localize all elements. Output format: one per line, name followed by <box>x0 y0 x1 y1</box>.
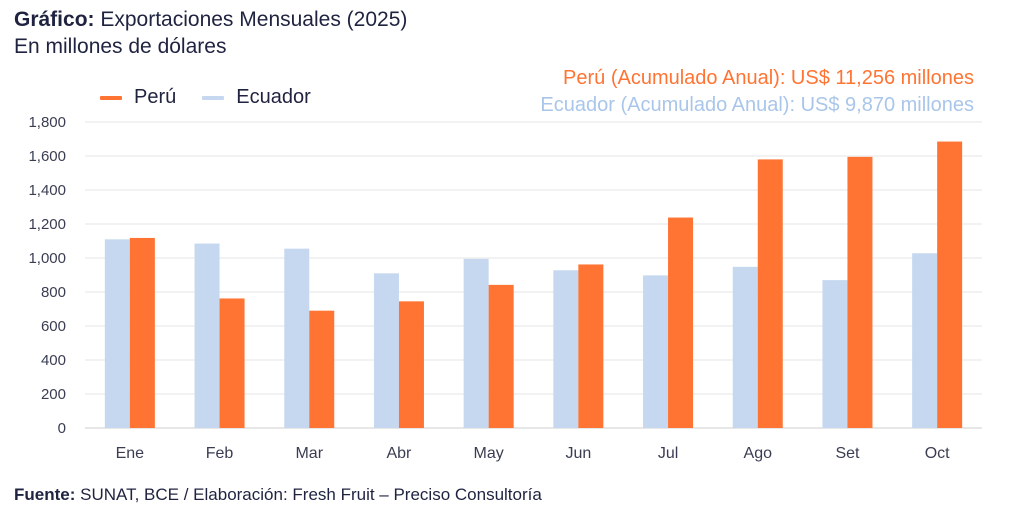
legend-swatch-peru <box>100 95 122 100</box>
ecuador-annual-total: Ecuador (Acumulado Anual): US$ 9,870 mil… <box>540 94 974 116</box>
bar-ecuador-jul <box>643 275 669 428</box>
x-tick-label: Ene <box>116 445 145 462</box>
bar-ecuador-mar <box>284 248 310 428</box>
bar-peru-feb <box>219 298 245 428</box>
x-tick-label: Set <box>835 445 860 462</box>
x-tick-label: Abr <box>386 445 412 462</box>
source-note: Fuente: SUNAT, BCE / Elaboración: Fresh … <box>14 484 542 506</box>
bar-ecuador-jun <box>553 270 579 428</box>
legend-item-peru: Perú <box>100 86 176 109</box>
y-tick-label: 800 <box>41 284 66 301</box>
y-tick-label: 1,200 <box>28 216 66 233</box>
bar-ecuador-ago <box>732 266 758 428</box>
x-tick-label: Jun <box>565 445 591 462</box>
chart-title-block: Gráfico: Exportaciones Mensuales (2025) … <box>14 6 407 60</box>
y-tick-label: 1,600 <box>28 148 66 165</box>
bar-peru-ene <box>129 237 155 428</box>
bar-ecuador-feb <box>194 243 220 428</box>
bar-peru-oct <box>937 141 963 429</box>
y-tick-label: 600 <box>41 318 66 335</box>
bar-ecuador-oct <box>912 253 938 428</box>
x-tick-label: Ago <box>744 445 773 462</box>
source-label: Fuente: <box>14 485 76 504</box>
legend-item-ecuador: Ecuador <box>202 86 311 109</box>
bar-peru-mar <box>309 310 335 428</box>
x-tick-label: Mar <box>295 445 323 462</box>
y-tick-label: 1,400 <box>28 182 66 199</box>
y-tick-label: 0 <box>58 420 66 437</box>
chart-subtitle: En millones de dólares <box>14 35 227 58</box>
bar-peru-abr <box>398 301 424 428</box>
bar-ecuador-set <box>822 280 848 428</box>
y-tick-label: 400 <box>41 352 66 369</box>
peru-annual-total: Perú (Acumulado Anual): US$ 11,256 millo… <box>563 67 974 89</box>
x-tick-label: May <box>474 445 504 462</box>
bar-ecuador-abr <box>373 273 399 428</box>
bar-ecuador-ene <box>104 239 130 428</box>
x-tick-label: Feb <box>206 445 234 462</box>
y-tick-label: 1,800 <box>28 114 66 131</box>
title-label: Gráfico: <box>14 8 95 31</box>
source-text: SUNAT, BCE / Elaboración: Fresh Fruit – … <box>80 485 542 504</box>
legend-label-peru: Perú <box>134 86 177 108</box>
y-tick-label: 1,000 <box>28 250 66 267</box>
bar-ecuador-may <box>463 258 489 428</box>
bar-peru-jul <box>668 217 694 428</box>
bar-peru-ago <box>757 159 783 428</box>
legend-label-ecuador: Ecuador <box>236 86 311 108</box>
legend-swatch-ecuador <box>202 95 225 100</box>
bar-peru-set <box>847 156 873 428</box>
x-tick-label: Oct <box>925 445 950 462</box>
bar-peru-may <box>488 284 514 428</box>
y-tick-label: 200 <box>41 386 66 403</box>
x-tick-label: Jul <box>658 445 678 462</box>
bar-peru-jun <box>578 264 604 428</box>
legend: Perú Ecuador <box>100 86 327 109</box>
chart-title: Exportaciones Mensuales (2025) <box>100 8 408 31</box>
